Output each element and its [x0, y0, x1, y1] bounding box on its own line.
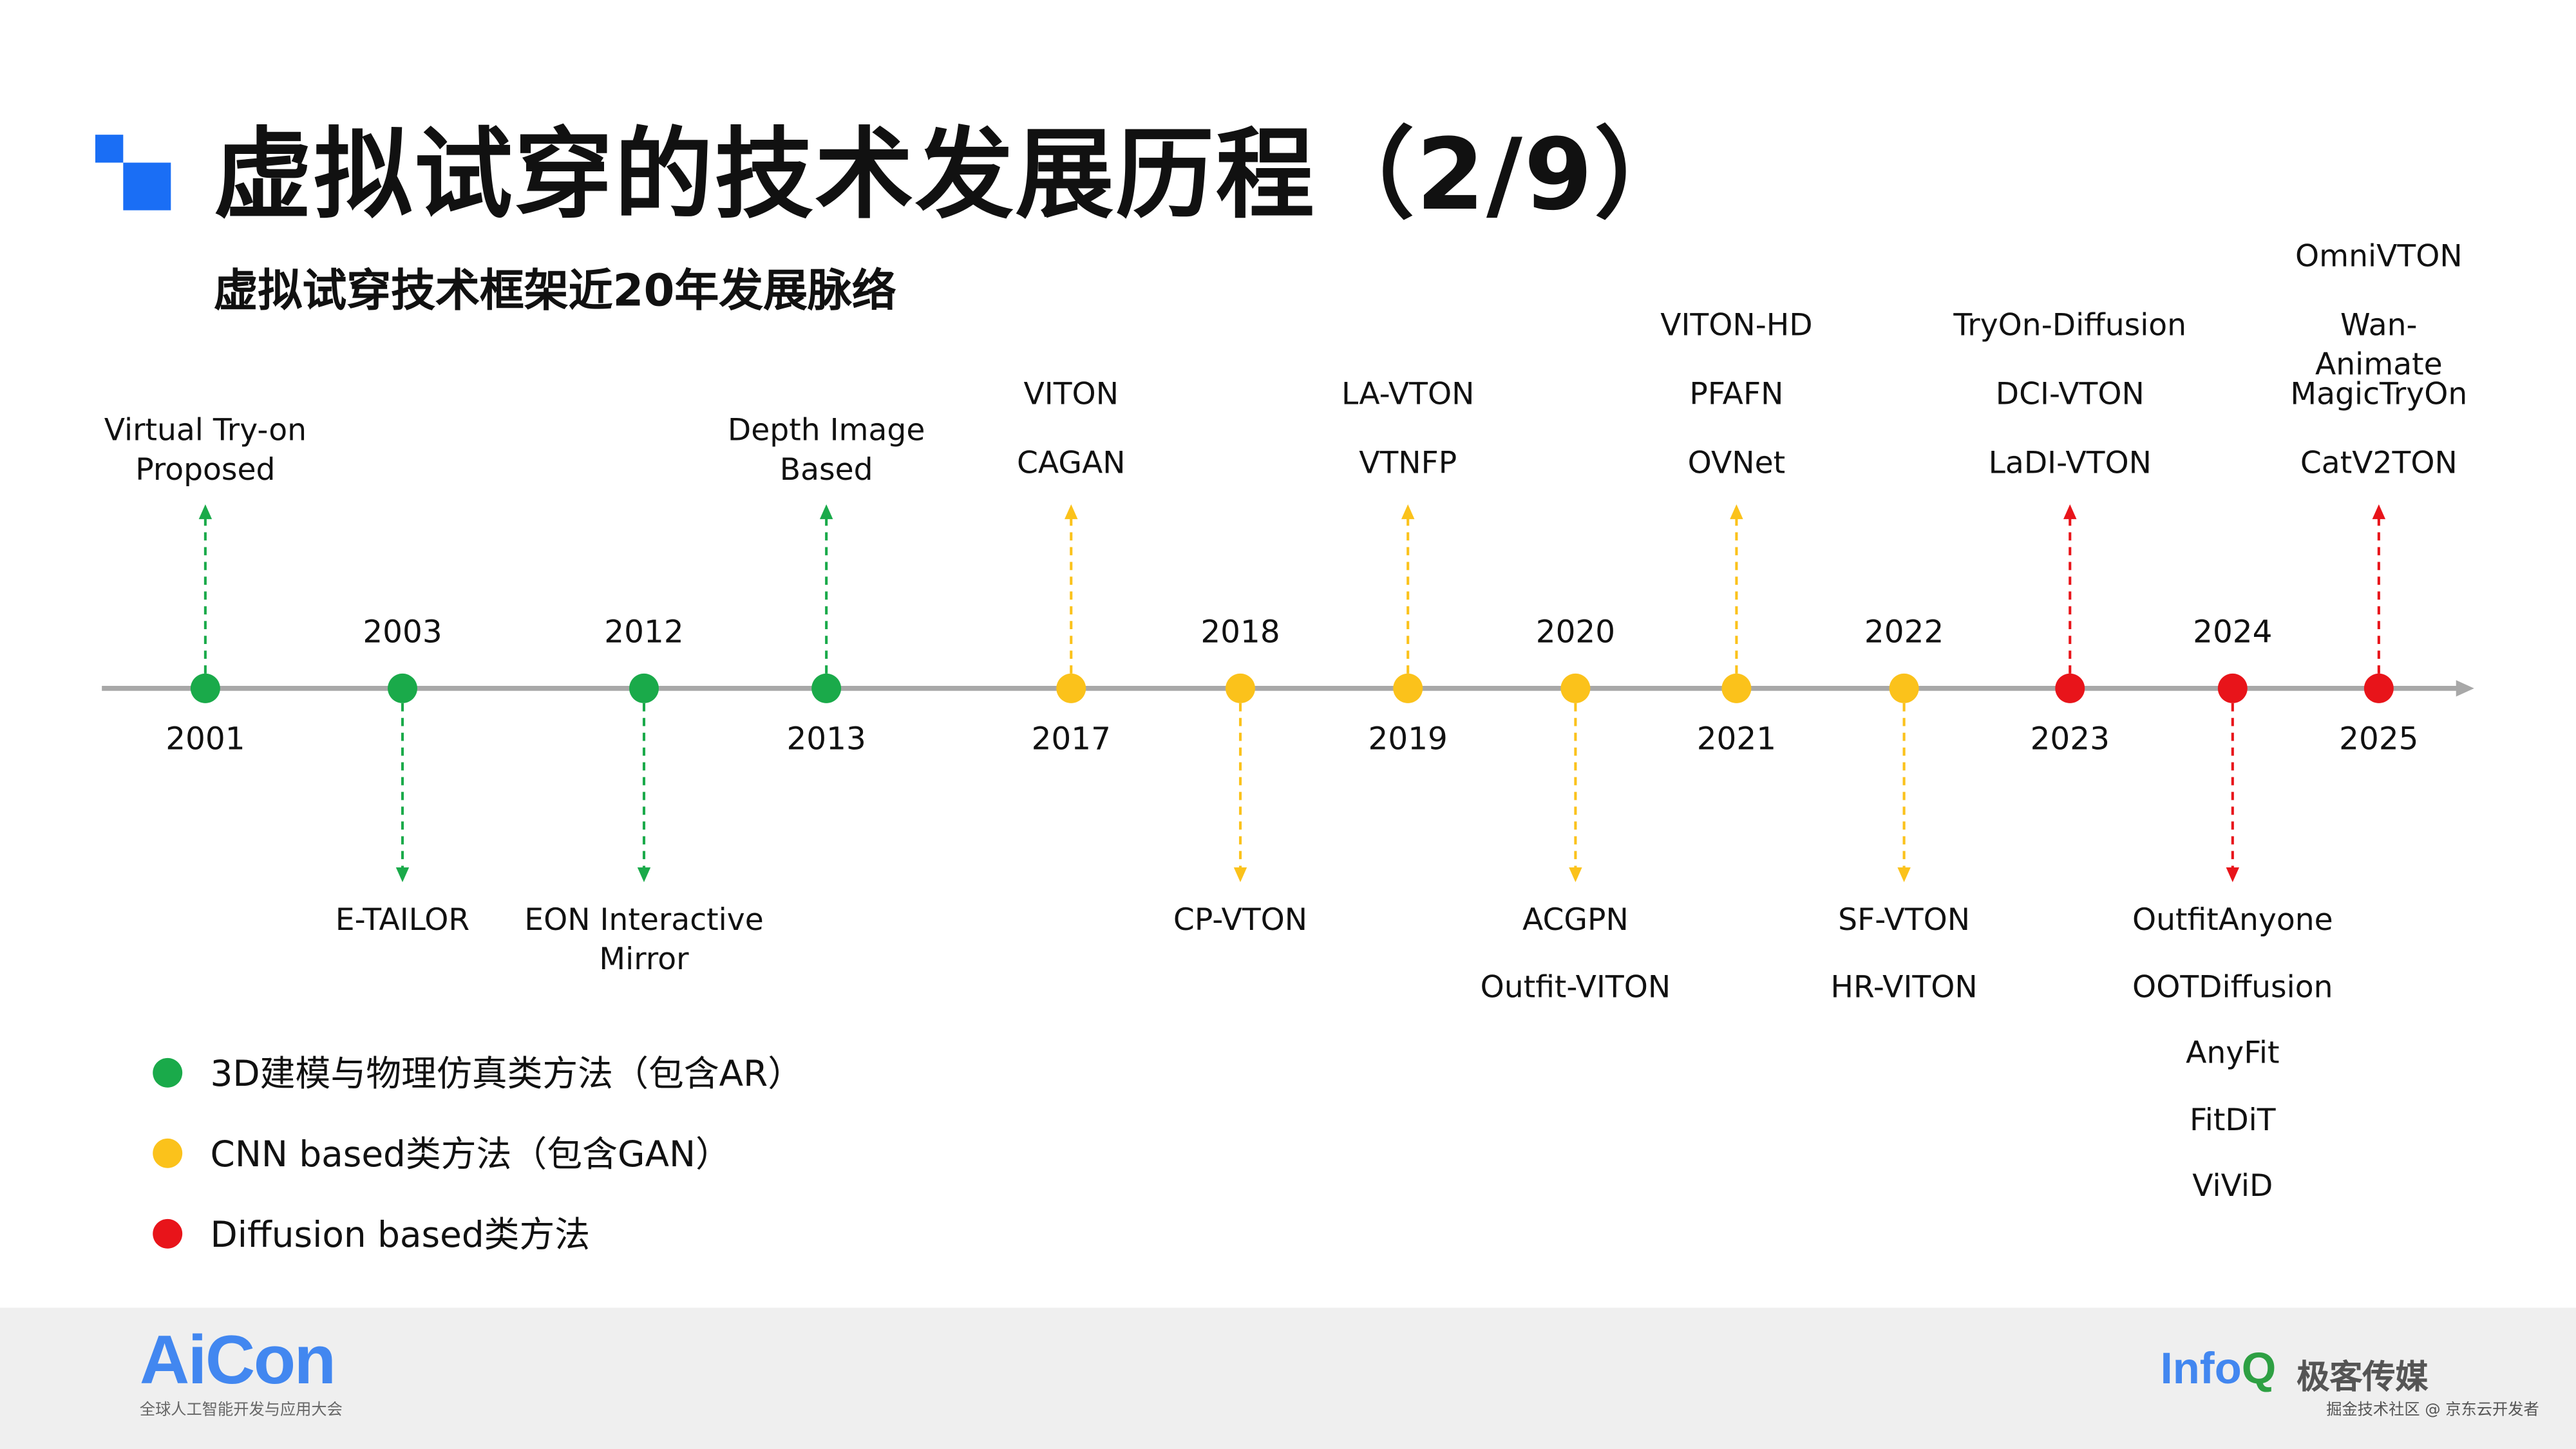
timeline-node-2017 [1056, 673, 1086, 703]
infoq-logo: InfoQ [2161, 1344, 2277, 1395]
year-label: 2021 [1696, 721, 1777, 758]
method-label: ViViD [2192, 1170, 2273, 1204]
method-label: LaDI-VTON [1988, 446, 2152, 482]
year-label: 2003 [363, 614, 442, 651]
arrow-down-icon [1569, 867, 1582, 882]
year-label: 2024 [2193, 614, 2273, 651]
timeline-node-2024 [2217, 673, 2248, 703]
arrow-up-icon [1065, 504, 1078, 520]
title-decoration-large-square [123, 162, 171, 211]
method-label: FitDiT [2190, 1103, 2276, 1138]
method-label: HR-VITON [1830, 970, 1978, 1005]
arrow-up-icon [1730, 504, 1743, 520]
timeline-node-2018 [1226, 673, 1255, 703]
infoq-logo-text: Info [2160, 1343, 2242, 1394]
timeline-node-2001 [190, 673, 220, 703]
method-label: MagicTryOn [2290, 377, 2468, 413]
year-label: 2017 [1031, 721, 1111, 758]
method-label: OmniVTON [2295, 240, 2463, 275]
arrow-down-icon [2226, 867, 2240, 882]
method-label: OutfitAnyone [2132, 904, 2333, 938]
year-label: 2019 [1368, 721, 1448, 758]
geek-media-logo: 极客传媒 [2297, 1357, 2429, 1397]
arrow-up-icon [2063, 504, 2077, 520]
legend-item-green: 3D建模与物理仿真类方法（包含AR） [153, 1032, 803, 1112]
legend-dot-icon [153, 1218, 183, 1248]
method-label: ACGPN [1522, 904, 1629, 938]
legend-label: CNN based类方法（包含GAN） [210, 1135, 731, 1177]
method-label: EON Interactive Mirror [524, 904, 764, 978]
arrow-down-icon [395, 867, 410, 882]
method-label: PFAFN [1689, 377, 1784, 413]
year-label: 2023 [2030, 721, 2110, 758]
timeline-node-2003 [388, 673, 417, 703]
method-label: Outfit-VITON [1480, 970, 1671, 1005]
arrow-up-icon [1401, 504, 1415, 520]
title-decoration-small-square [95, 135, 124, 163]
year-label: 2012 [604, 614, 684, 651]
method-label: SF-VTON [1838, 904, 1971, 938]
method-label: CatV2TON [2300, 446, 2458, 482]
method-label: LA-VTON [1341, 377, 1475, 413]
legend-item-yellow: CNN based类方法（包含GAN） [153, 1112, 803, 1193]
axis-arrowhead-icon [2456, 680, 2474, 697]
method-label: VITON [1023, 377, 1119, 413]
method-label: OOTDiffusion [2132, 970, 2333, 1005]
year-label: 2001 [166, 721, 245, 758]
footer [0, 1307, 2576, 1449]
legend-label: 3D建模与物理仿真类方法（包含AR） [210, 1054, 804, 1096]
arrow-down-icon [1233, 867, 1247, 882]
method-label: E-TAILOR [335, 904, 470, 938]
aicon-tagline: 全球人工智能开发与应用大会 [139, 1401, 343, 1420]
legend: 3D建模与物理仿真类方法（包含AR） CNN based类方法（包含GAN） Dif… [153, 1032, 803, 1273]
arrow-down-icon [1897, 867, 1911, 882]
year-label: 2013 [786, 721, 866, 758]
timeline-node-2021 [1721, 673, 1752, 703]
arrow-up-icon [198, 504, 213, 520]
legend-dot-icon [153, 1057, 183, 1087]
year-label: 2025 [2339, 721, 2419, 758]
year-label: 2020 [1535, 614, 1616, 651]
page-subtitle: 虚拟试穿技术框架近20年发展脉络 [213, 266, 896, 317]
method-label: Virtual Try-on Proposed [104, 413, 307, 488]
page-title: 虚拟试穿的技术发展历程（2/9） [213, 118, 1695, 234]
arrow-up-icon [819, 504, 833, 520]
year-label: 2018 [1200, 614, 1280, 651]
arrow-down-icon [637, 867, 651, 882]
arrow-up-icon [2372, 504, 2386, 520]
method-label: CAGAN [1016, 446, 1126, 482]
method-label: Wan-Animate [2315, 308, 2443, 383]
legend-dot-icon [153, 1137, 183, 1168]
aicon-logo: AiCon [139, 1321, 336, 1398]
legend-label: Diffusion based类方法 [210, 1215, 591, 1257]
legend-item-red: Diffusion based类方法 [153, 1193, 803, 1273]
timeline-node-2013 [811, 673, 842, 703]
method-label: DCI-VTON [1995, 377, 2145, 413]
method-label: VITON-HD [1660, 308, 1813, 344]
method-label: VTNFP [1359, 446, 1457, 482]
timeline-node-2012 [629, 673, 659, 703]
method-label: AnyFit [2186, 1036, 2280, 1072]
method-label: OVNet [1687, 446, 1786, 482]
watermark: 掘金技术社区 @ 京东云开发者 [2326, 1401, 2539, 1420]
method-label: TryOn-Diffusion [1953, 308, 2187, 344]
method-label: Depth Image Based [727, 413, 925, 488]
method-label: CP-VTON [1173, 904, 1308, 938]
timeline-node-2022 [1889, 673, 1919, 703]
infoq-logo-q: Q [2241, 1343, 2277, 1394]
timeline-node-2023 [2055, 673, 2085, 703]
timeline-node-2019 [1393, 673, 1423, 703]
timeline-node-2020 [1560, 673, 1591, 703]
timeline-node-2025 [2363, 673, 2394, 703]
year-label: 2022 [1864, 614, 1944, 651]
